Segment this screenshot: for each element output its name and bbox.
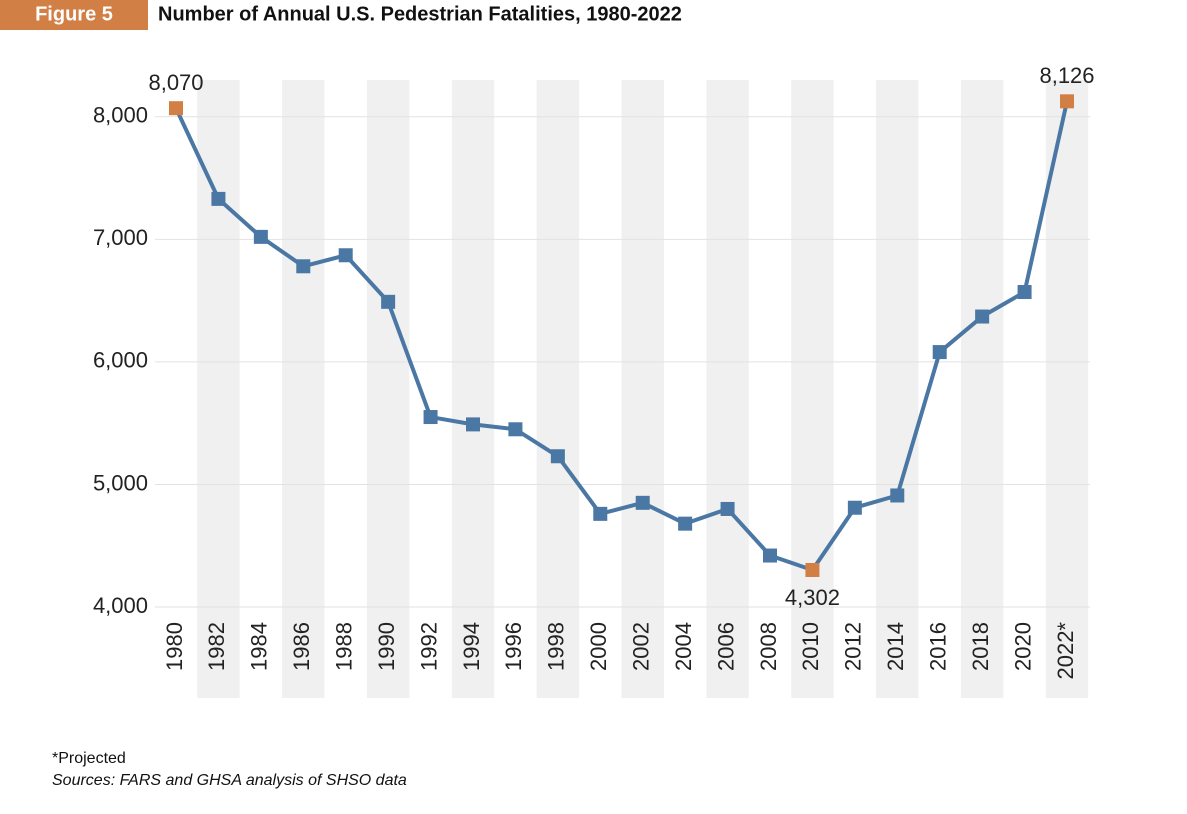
source: Sources: FARS and GHSA analysis of SHSO …	[52, 772, 407, 789]
value-label: 4,302	[785, 585, 840, 610]
point-marker	[932, 345, 947, 360]
y-tick-label: 7,000	[93, 225, 148, 250]
x-tick-label: 2010	[798, 622, 823, 671]
x-tick-label: 1996	[501, 622, 526, 671]
x-tick-label: 2008	[756, 622, 781, 671]
column-band	[536, 80, 580, 698]
point-marker	[720, 501, 735, 516]
x-tick-label: 1992	[416, 622, 441, 671]
column-band	[282, 80, 325, 698]
x-tick-label: 2014	[883, 622, 908, 671]
point-marker	[847, 500, 862, 515]
column-band	[960, 80, 1004, 698]
y-tick-label: 8,000	[93, 103, 148, 128]
point-marker	[381, 294, 396, 309]
column-band	[876, 80, 919, 698]
value-label: 8,070	[148, 70, 203, 95]
line	[174, 100, 1069, 572]
x-tick-label: 1988	[332, 622, 357, 671]
point-marker	[1060, 94, 1074, 109]
x-tick-label: 1982	[204, 622, 229, 671]
footnote: *Projected	[52, 750, 126, 767]
figure-label: Figure 5	[35, 3, 113, 25]
x-tick-label: 2018	[968, 622, 993, 671]
point-marker	[466, 417, 480, 432]
point-marker	[890, 488, 905, 503]
x-tick-label: 1990	[374, 622, 399, 671]
x-tick-label: 2000	[586, 622, 611, 671]
point-marker	[635, 495, 650, 510]
point-marker	[296, 259, 311, 274]
y-tick-label: 4,000	[93, 593, 148, 618]
x-tick-label: 2020	[1010, 622, 1035, 671]
point-marker	[253, 229, 268, 244]
value-label: 8,126	[1039, 63, 1094, 88]
column-band	[621, 80, 664, 698]
x-tick-label: 1984	[247, 622, 272, 671]
point-marker	[805, 562, 820, 577]
point-marker	[508, 422, 523, 437]
x-tick-label: 2012	[841, 622, 866, 671]
column-band	[197, 80, 240, 698]
x-tick-label: 2022*	[1053, 622, 1078, 680]
point-marker	[593, 506, 608, 521]
x-tick-label: 2004	[671, 622, 696, 671]
column-band	[1045, 80, 1089, 698]
point-marker	[678, 516, 693, 531]
x-tick-label: 1994	[459, 622, 484, 671]
x-tick-label: 2006	[713, 622, 738, 671]
x-tick-label: 1998	[544, 622, 569, 671]
column-band	[366, 80, 410, 698]
chart-title: Number of Annual U.S. Pedestrian Fatalit…	[158, 3, 682, 25]
x-tick-label: 1980	[162, 622, 187, 671]
point-marker	[423, 410, 438, 425]
x-tick-label: 2016	[926, 622, 951, 671]
point-marker	[550, 449, 565, 464]
point-marker	[338, 248, 353, 263]
point-marker	[211, 191, 226, 206]
y-tick-label: 5,000	[93, 470, 148, 495]
point-marker	[1017, 285, 1032, 300]
x-tick-label: 2002	[629, 622, 654, 671]
column-band	[791, 80, 834, 698]
figure-label-box	[0, 0, 148, 30]
column-band	[451, 80, 495, 698]
point-marker	[169, 101, 183, 116]
point-marker	[763, 548, 777, 563]
y-tick-label: 6,000	[93, 348, 148, 373]
x-tick-label: 1986	[289, 622, 314, 671]
point-marker	[975, 309, 990, 324]
column-band	[706, 80, 749, 698]
